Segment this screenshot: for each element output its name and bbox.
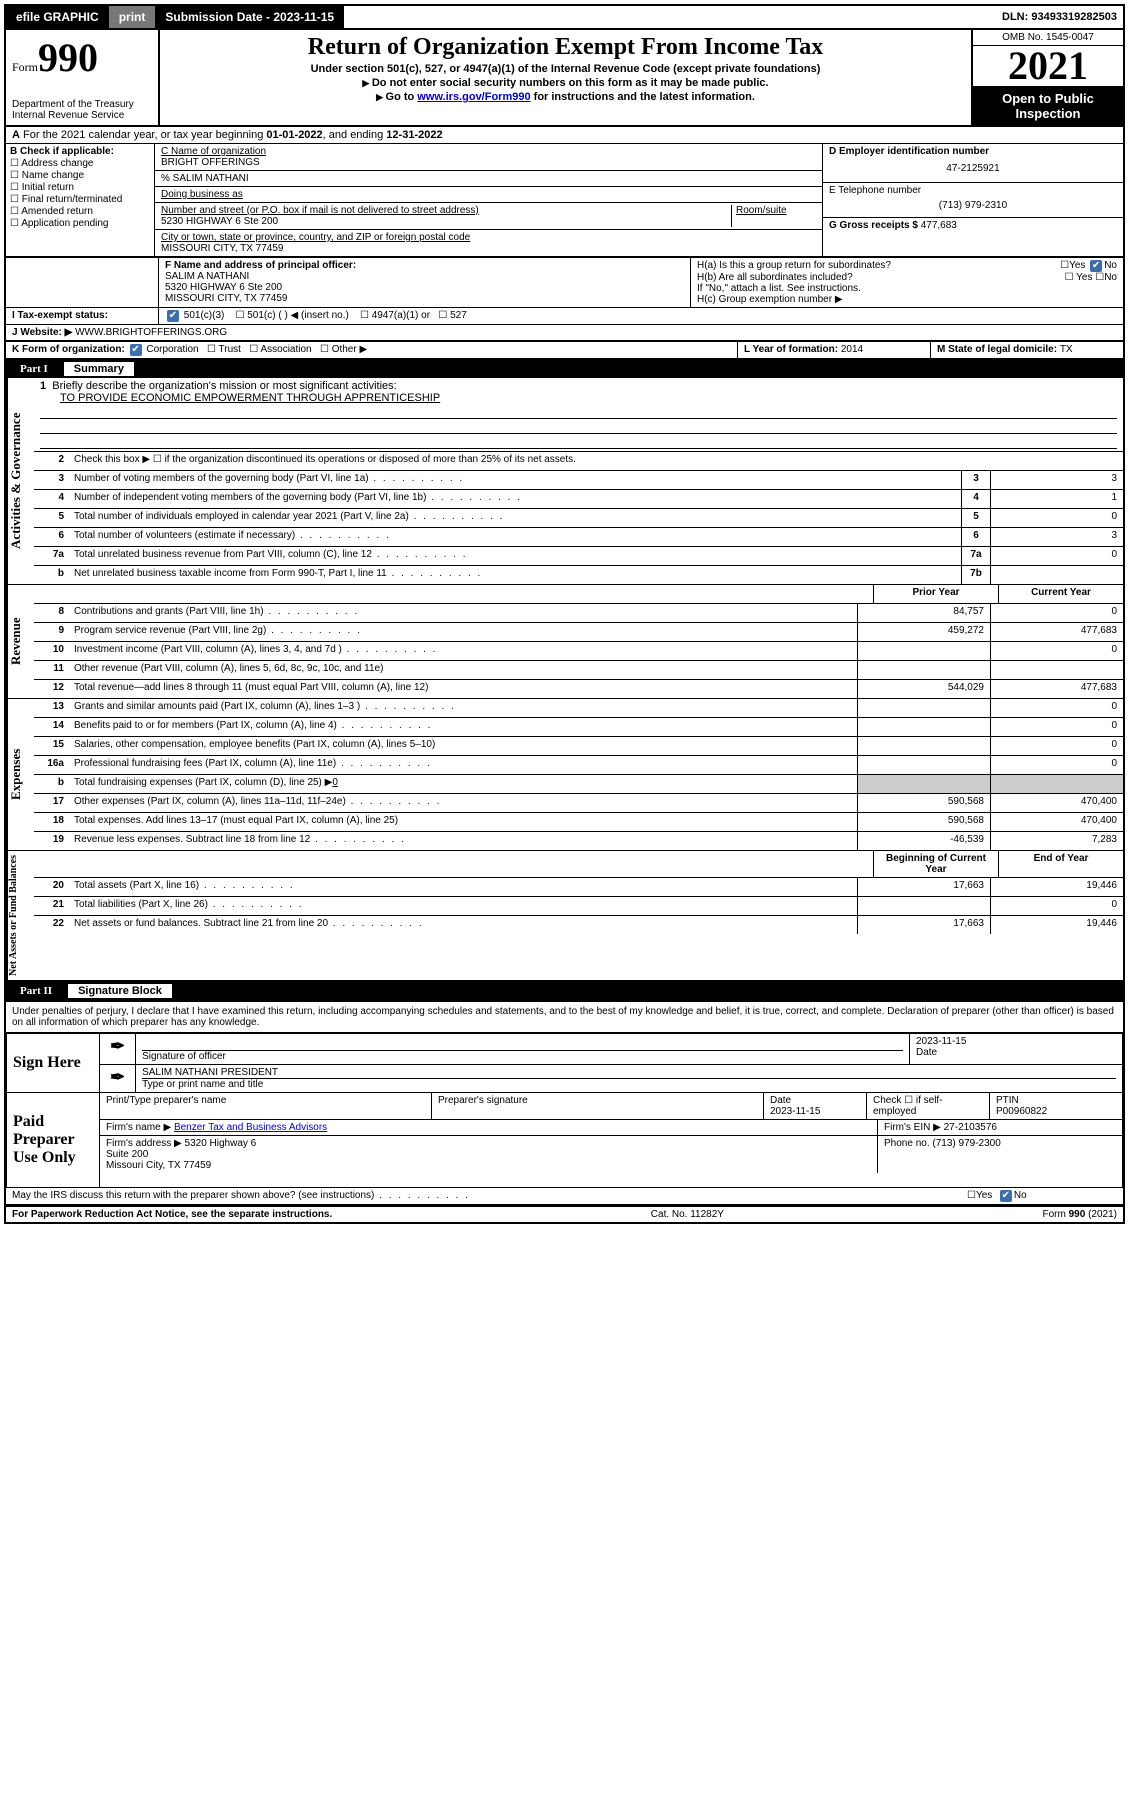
paid-preparer-label: Paid Preparer Use Only [7, 1093, 100, 1187]
row-f-h: F Name and address of principal officer:… [6, 258, 1123, 308]
cb-address[interactable]: ☐ Address change [10, 158, 150, 169]
box-f: F Name and address of principal officer:… [159, 258, 691, 307]
dln-label: DLN: 93493319282503 [1002, 11, 1123, 23]
open-public-badge: Open to Public Inspection [973, 87, 1123, 125]
box-g: G Gross receipts $ 477,683 [823, 218, 1123, 233]
cb-name[interactable]: ☐ Name change [10, 170, 150, 181]
top-toolbar: efile GRAPHIC print Submission Date - 20… [6, 6, 1123, 30]
activities-governance: Activities & Governance 1 Briefly descri… [6, 378, 1123, 585]
tab-revenue: Revenue [6, 585, 34, 698]
city-state-zip: MISSOURI CITY, TX 77459 [161, 243, 283, 254]
cb-pending[interactable]: ☐ Application pending [10, 218, 150, 229]
subtitle-3: Go to www.irs.gov/Form990 for instructio… [164, 91, 967, 103]
row-a: A For the 2021 calendar year, or tax yea… [6, 127, 1123, 144]
cb-final[interactable]: ☐ Final return/terminated [10, 194, 150, 205]
submission-date: Submission Date - 2023-11-15 [155, 6, 344, 28]
efile-badge: efile GRAPHIC [6, 6, 109, 28]
net-assets-section: Net Assets or Fund Balances Beginning of… [6, 851, 1123, 982]
tab-net-assets: Net Assets or Fund Balances [6, 851, 34, 980]
care-of: % SALIM NATHANI [155, 171, 822, 187]
print-button[interactable]: print [109, 6, 156, 28]
part1-header: Part ISummary [6, 360, 1123, 378]
box-b: B Check if applicable: ☐ Address change … [6, 144, 155, 256]
box-e: E Telephone number(713) 979-2310 [823, 183, 1123, 218]
entity-block: B Check if applicable: ☐ Address change … [6, 144, 1123, 258]
row-i: I Tax-exempt status: ✔ 501(c)(3) ☐ 501(c… [6, 308, 1123, 325]
box-d: D Employer identification number47-21259… [823, 144, 1123, 183]
dept-label: Department of the Treasury [12, 99, 152, 110]
officer-name: SALIM NATHANI PRESIDENT [142, 1067, 1116, 1079]
perjury-statement: Under penalties of perjury, I declare th… [6, 1000, 1123, 1032]
subtitle-1: Under section 501(c), 527, or 4947(a)(1)… [164, 63, 967, 75]
form-title: Return of Organization Exempt From Incom… [164, 34, 967, 61]
sign-here-block: Sign Here ✒ Signature of officer 2023-11… [6, 1032, 1123, 1093]
tax-year: 2021 [973, 46, 1123, 87]
paid-preparer-block: Paid Preparer Use Only Print/Type prepar… [6, 1093, 1123, 1188]
form-page: efile GRAPHIC print Submission Date - 20… [4, 4, 1125, 1224]
box-c: C Name of organizationBRIGHT OFFERINGS %… [155, 144, 822, 256]
box-h: H(a) Is this a group return for subordin… [691, 258, 1123, 307]
cb-initial[interactable]: ☐ Initial return [10, 182, 150, 193]
form-header: Form990 Department of the Treasury Inter… [6, 30, 1123, 127]
form-number: Form990 [12, 34, 152, 81]
irs-label: Internal Revenue Service [12, 110, 152, 121]
pen-icon: ✒ [106, 1067, 129, 1087]
tab-expenses: Expenses [6, 699, 34, 850]
cb-amended[interactable]: ☐ Amended return [10, 206, 150, 217]
part2-header: Part IISignature Block [6, 982, 1123, 1000]
row-j: J Website: ▶ WWW.BRIGHTOFFERINGS.ORG [6, 325, 1123, 342]
irs-link[interactable]: www.irs.gov/Form990 [417, 91, 530, 103]
pen-icon: ✒ [106, 1036, 129, 1056]
firm-link[interactable]: Benzer Tax and Business Advisors [174, 1122, 327, 1133]
row-klm: K Form of organization: ✔ Corporation ☐ … [6, 342, 1123, 360]
page-footer: For Paperwork Reduction Act Notice, see … [6, 1206, 1123, 1222]
mission-text: TO PROVIDE ECONOMIC EMPOWERMENT THROUGH … [40, 392, 1117, 404]
subtitle-2: Do not enter social security numbers on … [164, 77, 967, 89]
revenue-section: Revenue Prior YearCurrent Year 8Contribu… [6, 585, 1123, 699]
sign-here-label: Sign Here [7, 1034, 100, 1092]
may-discuss: May the IRS discuss this return with the… [6, 1188, 1123, 1206]
expenses-section: Expenses 13Grants and similar amounts pa… [6, 699, 1123, 851]
org-name: BRIGHT OFFERINGS [161, 157, 260, 168]
tab-activities: Activities & Governance [6, 378, 34, 584]
street: 5230 HIGHWAY 6 Ste 200 [161, 216, 278, 227]
